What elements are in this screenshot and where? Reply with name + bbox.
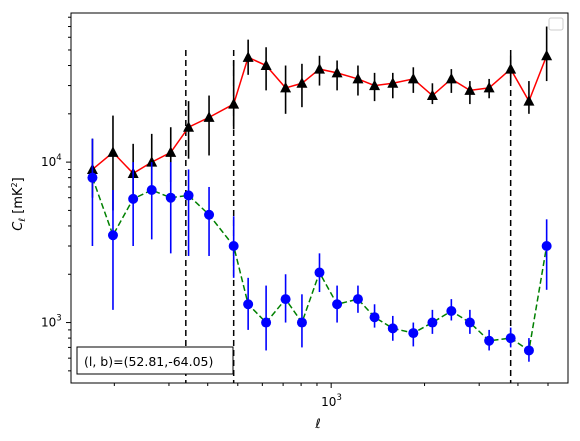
series-1-point-24 — [541, 241, 552, 252]
series-0-point-15 — [369, 79, 381, 91]
series-1-point-13 — [332, 299, 343, 310]
series-1-point-2 — [128, 193, 139, 204]
y-axis-label: Cℓ [mK2] — [10, 177, 28, 230]
series-0-point-11 — [296, 77, 308, 88]
series-0-point-6 — [203, 111, 215, 122]
series-0-point-21 — [483, 81, 495, 93]
series-0-point-20 — [464, 84, 476, 95]
series-1-point-9 — [261, 317, 272, 328]
legend-box — [548, 17, 564, 31]
series-1-point-10 — [280, 294, 291, 305]
series-1-point-16 — [387, 323, 398, 334]
series-0-point-1 — [107, 146, 119, 157]
series-1-point-15 — [369, 312, 380, 323]
series-0-point-24 — [541, 49, 553, 61]
series-1-point-14 — [352, 294, 363, 305]
series-1-point-6 — [204, 209, 215, 220]
series-1-point-4 — [165, 192, 176, 203]
series-0-point-3 — [146, 156, 158, 167]
plot-content — [86, 26, 553, 383]
series-0-point-19 — [445, 72, 457, 84]
series-1-point-8 — [243, 299, 254, 310]
series-0-point-9 — [260, 59, 272, 71]
series-1-point-20 — [464, 317, 475, 328]
series-1-point-5 — [183, 190, 194, 201]
series-1-point-0 — [87, 172, 98, 183]
series-0-point-22 — [505, 63, 517, 74]
y-tick-label: 104 — [41, 153, 62, 169]
series-0-point-12 — [313, 63, 325, 74]
x-axis-label: ℓ — [314, 417, 320, 432]
series-0-point-4 — [165, 146, 177, 157]
axis-ticks — [66, 16, 549, 388]
series-1-point-19 — [446, 306, 457, 317]
series-1-point-18 — [427, 317, 438, 328]
series-1-point-22 — [505, 333, 516, 344]
series-0-point-17 — [407, 72, 419, 84]
annotation-box: (l, b)=(52.81,-64.05) — [76, 346, 234, 375]
series-1-point-3 — [146, 185, 157, 196]
series-0-point-5 — [183, 121, 195, 132]
series-0-point-18 — [426, 89, 438, 101]
series-0-point-10 — [280, 81, 292, 93]
series-1-point-23 — [523, 345, 534, 356]
series-0-point-23 — [523, 95, 535, 106]
x-tick-label: 103 — [321, 393, 342, 409]
y-tick-label: 103 — [41, 314, 62, 330]
series-1-point-12 — [314, 267, 325, 278]
series-1-point-21 — [484, 335, 495, 346]
series-1-point-1 — [107, 230, 118, 241]
series-0-point-13 — [331, 66, 343, 78]
annotation-text: (l, b)=(52.81,-64.05) — [84, 354, 213, 369]
series-0-point-14 — [352, 72, 364, 84]
series-1-point-11 — [296, 317, 307, 328]
series-0-point-8 — [242, 51, 254, 62]
series-1-point-17 — [408, 328, 419, 339]
series-1-point-7 — [228, 241, 239, 252]
series-0-point-7 — [228, 98, 240, 109]
tick-labels: 103 104 103 — [41, 153, 342, 409]
series-0-point-16 — [387, 77, 399, 88]
